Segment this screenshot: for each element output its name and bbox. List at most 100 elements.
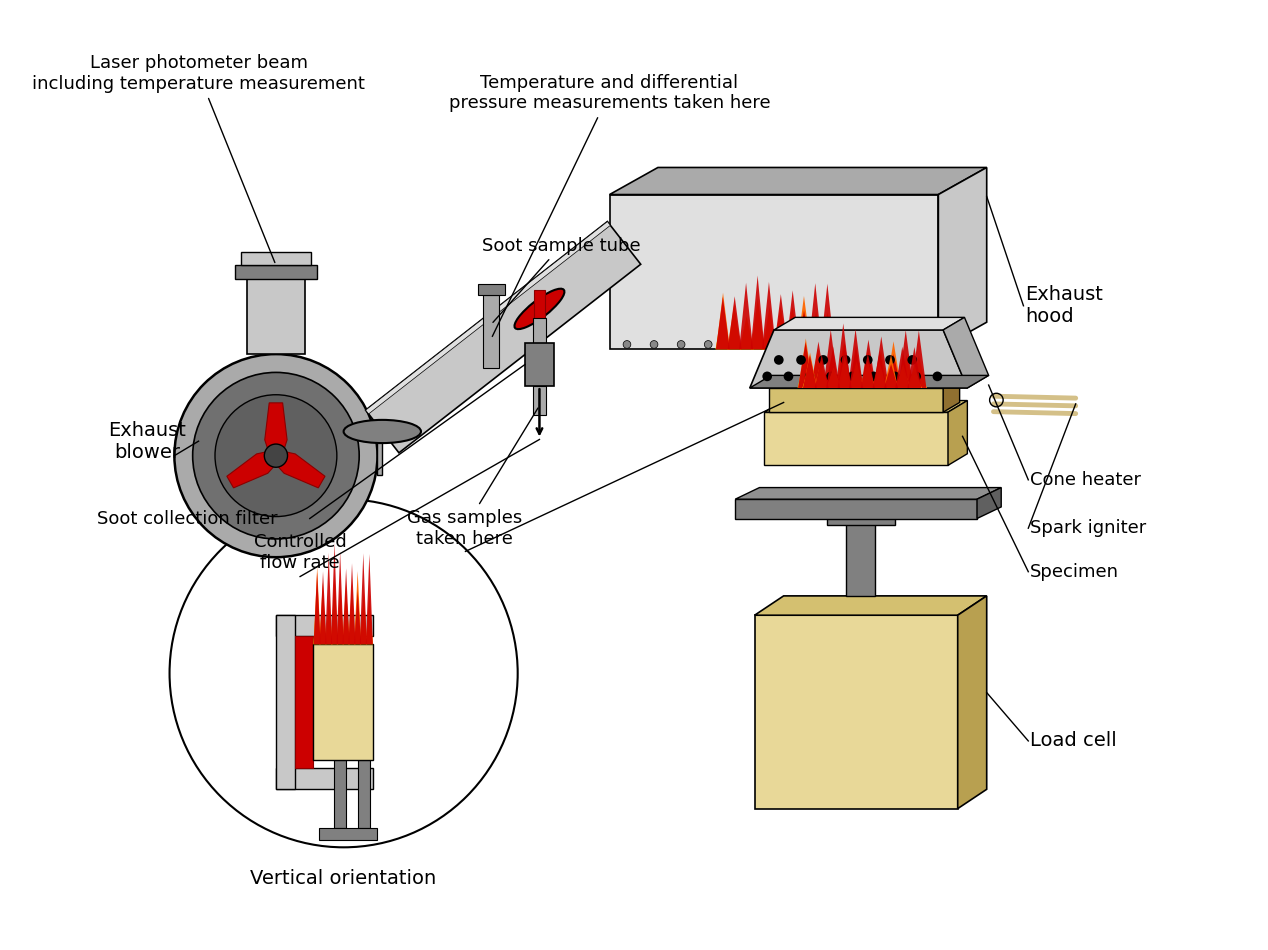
Polygon shape	[803, 355, 817, 388]
Polygon shape	[378, 436, 382, 475]
Polygon shape	[847, 519, 875, 596]
Polygon shape	[861, 364, 875, 388]
Circle shape	[867, 341, 875, 349]
Polygon shape	[354, 588, 361, 644]
Polygon shape	[313, 572, 321, 644]
Polygon shape	[798, 355, 813, 388]
Text: Cone heater: Cone heater	[1030, 471, 1141, 489]
Polygon shape	[884, 364, 898, 388]
Polygon shape	[754, 596, 987, 616]
Polygon shape	[810, 356, 825, 388]
Polygon shape	[838, 342, 852, 388]
Polygon shape	[848, 360, 864, 388]
Polygon shape	[809, 318, 823, 350]
Polygon shape	[850, 346, 864, 388]
Polygon shape	[320, 594, 326, 644]
Polygon shape	[810, 349, 825, 388]
Polygon shape	[899, 354, 914, 388]
Circle shape	[732, 341, 739, 349]
Polygon shape	[313, 566, 321, 644]
Polygon shape	[861, 351, 876, 388]
Polygon shape	[908, 374, 922, 388]
Circle shape	[864, 355, 872, 365]
Polygon shape	[896, 364, 910, 388]
Polygon shape	[872, 361, 886, 388]
Polygon shape	[836, 344, 851, 388]
Polygon shape	[751, 276, 765, 350]
Polygon shape	[360, 601, 366, 644]
Circle shape	[796, 355, 806, 365]
Polygon shape	[799, 338, 813, 388]
Polygon shape	[861, 353, 875, 388]
Polygon shape	[912, 331, 927, 388]
Polygon shape	[533, 387, 547, 415]
Polygon shape	[808, 283, 822, 350]
Circle shape	[885, 355, 895, 365]
Polygon shape	[824, 359, 839, 388]
Polygon shape	[820, 313, 834, 350]
Polygon shape	[785, 327, 799, 350]
Polygon shape	[803, 364, 817, 388]
Polygon shape	[820, 284, 834, 350]
Polygon shape	[739, 316, 753, 350]
Circle shape	[908, 355, 917, 365]
Polygon shape	[754, 616, 957, 808]
Text: Soot sample tube: Soot sample tube	[482, 237, 640, 322]
Polygon shape	[848, 351, 864, 388]
Text: Laser photometer beam
including temperature measurement: Laser photometer beam including temperat…	[32, 54, 365, 262]
Polygon shape	[342, 592, 350, 644]
Polygon shape	[823, 330, 838, 388]
Polygon shape	[943, 378, 960, 412]
Polygon shape	[827, 347, 841, 388]
Polygon shape	[533, 317, 547, 347]
Polygon shape	[765, 412, 948, 466]
Polygon shape	[803, 352, 817, 388]
Polygon shape	[895, 369, 909, 388]
Circle shape	[758, 341, 766, 349]
Polygon shape	[320, 571, 326, 644]
Polygon shape	[366, 554, 373, 644]
Polygon shape	[898, 330, 913, 388]
Ellipse shape	[344, 420, 421, 443]
Polygon shape	[812, 342, 825, 388]
Polygon shape	[728, 296, 742, 350]
Polygon shape	[837, 503, 885, 514]
Text: Soot collection filter: Soot collection filter	[98, 509, 278, 527]
Text: Controlled
flow rate: Controlled flow rate	[254, 533, 346, 572]
Polygon shape	[749, 375, 989, 388]
Polygon shape	[809, 312, 823, 350]
Polygon shape	[838, 356, 852, 388]
Polygon shape	[874, 351, 889, 388]
Polygon shape	[938, 167, 987, 350]
Polygon shape	[912, 355, 927, 388]
Polygon shape	[366, 594, 373, 644]
Circle shape	[890, 371, 900, 381]
Polygon shape	[483, 295, 498, 368]
Polygon shape	[861, 354, 876, 388]
Circle shape	[773, 355, 784, 365]
Polygon shape	[360, 592, 368, 644]
Polygon shape	[358, 760, 370, 828]
Polygon shape	[765, 401, 967, 412]
Polygon shape	[331, 613, 339, 644]
Circle shape	[839, 341, 847, 349]
Circle shape	[623, 341, 631, 349]
Polygon shape	[785, 307, 799, 350]
Circle shape	[841, 355, 851, 365]
Circle shape	[912, 371, 921, 381]
Polygon shape	[236, 265, 317, 278]
Circle shape	[932, 371, 942, 381]
Polygon shape	[798, 296, 812, 350]
Polygon shape	[798, 342, 813, 388]
Polygon shape	[241, 252, 311, 265]
Polygon shape	[749, 330, 967, 388]
Polygon shape	[861, 340, 876, 388]
Polygon shape	[354, 591, 361, 644]
Polygon shape	[276, 616, 373, 636]
Polygon shape	[337, 600, 344, 644]
Polygon shape	[773, 317, 965, 330]
Polygon shape	[815, 355, 829, 388]
Polygon shape	[534, 290, 545, 329]
Polygon shape	[820, 328, 834, 350]
Polygon shape	[276, 616, 295, 789]
